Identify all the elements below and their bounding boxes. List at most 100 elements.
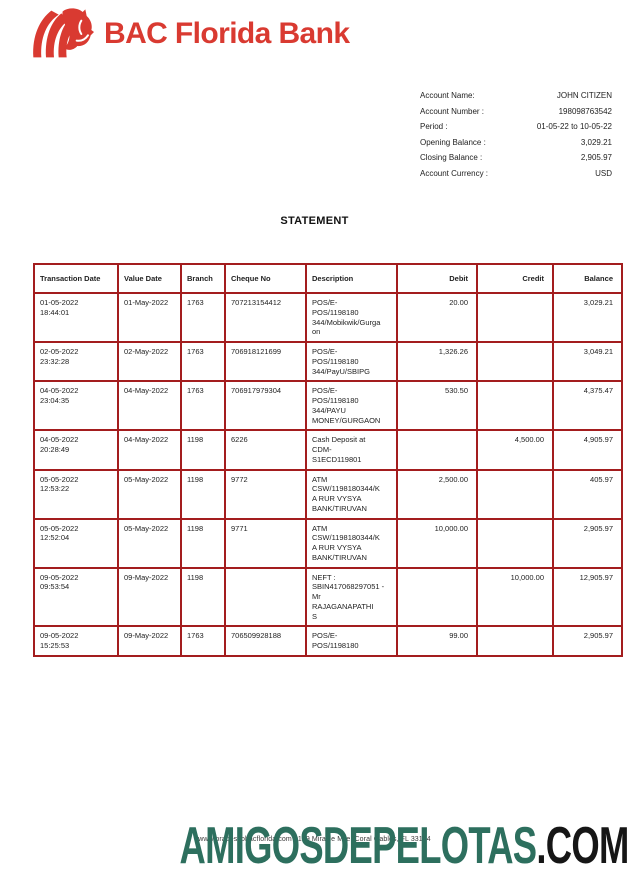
value-date-cell: 05-May-2022 — [117, 517, 182, 569]
credit-cell — [476, 517, 554, 569]
branch-cell: 1198 — [180, 517, 226, 569]
debit-cell: 99.00 — [396, 625, 478, 657]
watermark: AMIGOSDEPELOTAS.COM — [180, 820, 629, 872]
transaction-date-cell: 05-05-2022 12:52:04 — [33, 517, 119, 569]
value-date-cell: 01-May-2022 — [117, 292, 182, 343]
table-row: 05-05-2022 12:52:04 05-May-2022 1198 9771 AT… — [33, 517, 623, 569]
table-header: Transaction Date Value Date Branch Cheque N… — [33, 263, 623, 294]
transaction-date-cell: 01-05-2022 18:44:01 — [33, 292, 119, 343]
table-row: 09-05-2022 15:25:53 09-May-2022 1763 706509… — [33, 625, 623, 657]
account-info-label: Opening Balance : — [420, 137, 486, 147]
cheque-no-cell: 706509928188 — [224, 625, 307, 657]
debit-cell: 10,000.00 — [396, 517, 478, 569]
balance-cell: 405.97 — [552, 468, 623, 520]
credit-cell — [476, 292, 554, 343]
balance-cell: 4,905.97 — [552, 429, 623, 471]
description-cell: NEFT : SBIN417068297051 - Mr RAJAGANAPAT… — [305, 566, 398, 628]
description-cell: POS/E- POS/1198180 344/Mobikwik/Gurga on — [305, 292, 398, 343]
table-row: 02-05-2022 23:32:28 02-May-2022 1763 706918… — [33, 340, 623, 383]
watermark-suffix: .COM — [536, 817, 629, 875]
debit-cell: 530.50 — [396, 380, 478, 432]
column-header-credit: Credit — [476, 263, 554, 294]
description-cell: POS/E- POS/1198180 — [305, 625, 398, 657]
balance-cell: 3,049.21 — [552, 340, 623, 383]
column-header-balance: Balance — [552, 263, 623, 294]
description-cell: POS/E- POS/1198180 344/PAYU MONEY/GURGAO… — [305, 380, 398, 432]
transaction-date-cell: 09-05-2022 15:25:53 — [33, 625, 119, 657]
brand-name: BAC Florida Bank — [104, 17, 350, 50]
table-header-row: Transaction Date Value Date Branch Cheque N… — [33, 263, 623, 294]
debit-cell: 20.00 — [396, 292, 478, 343]
transaction-date-cell: 05-05-2022 12:53:22 — [33, 468, 119, 520]
table-row: 04-05-2022 20:28:49 04-May-2022 1198 6226 Ca… — [33, 429, 623, 471]
cheque-no-cell — [224, 566, 307, 628]
value-date-cell: 04-May-2022 — [117, 429, 182, 471]
credit-cell — [476, 468, 554, 520]
table-row: 01-05-2022 18:44:01 01-May-2022 1763 707213… — [33, 292, 623, 343]
balance-cell: 2,905.97 — [552, 625, 623, 657]
account-info-label: Account Name: — [420, 91, 475, 100]
table-row: 09-05-2022 09:53:54 09-May-2022 1198 NEFT :… — [33, 566, 623, 628]
value-date-cell: 02-May-2022 — [117, 340, 182, 383]
value-date-cell: 05-May-2022 — [117, 468, 182, 520]
account-info-row: Account Currency : USD — [420, 166, 612, 182]
transaction-date-cell: 02-05-2022 23:32:28 — [33, 340, 119, 383]
account-info-row: Opening Balance : 3,029.21 — [420, 135, 612, 151]
column-header-transaction-date: Transaction Date — [33, 263, 119, 294]
account-info-label: Period : — [420, 122, 448, 132]
watermark-text: AMIGOSDEPELOTAS — [179, 817, 538, 875]
account-info-row: Period : 01-05-22 to 10-05-22 — [420, 119, 612, 135]
account-info-label: Account Currency : — [420, 168, 489, 178]
cheque-no-cell: 706917979304 — [224, 380, 307, 432]
account-info-value: JOHN CITIZEN — [556, 91, 612, 100]
account-info-value: 2,905.97 — [580, 153, 612, 163]
value-date-cell: 04-May-2022 — [117, 380, 182, 432]
cheque-no-cell: 9771 — [224, 517, 307, 569]
credit-cell — [476, 340, 554, 383]
transaction-date-cell: 04-05-2022 20:28:49 — [33, 429, 119, 471]
account-info-block: Account Name: JOHN CITIZEN Account Number … — [420, 88, 612, 182]
statement-table-body: 01-05-2022 18:44:01 01-May-2022 1763 707213… — [33, 292, 623, 657]
account-info-label: Account Number : — [420, 106, 485, 116]
transaction-date-cell: 04-05-2022 23:04:35 — [33, 380, 119, 432]
credit-cell: 4,500.00 — [476, 429, 554, 471]
branch-cell: 1763 — [180, 380, 226, 432]
cheque-no-cell: 707213154412 — [224, 292, 307, 343]
transaction-date-cell: 09-05-2022 09:53:54 — [33, 566, 119, 628]
description-cell: POS/E- POS/1198180 344/PayU/SBIPG — [305, 340, 398, 383]
lion-icon — [33, 8, 94, 58]
debit-cell — [396, 429, 478, 471]
credit-cell — [476, 625, 554, 657]
account-info-label: Closing Balance : — [420, 153, 483, 163]
branch-cell: 1198 — [180, 468, 226, 520]
value-date-cell: 09-May-2022 — [117, 625, 182, 657]
branch-cell: 1763 — [180, 625, 226, 657]
table-row: 04-05-2022 23:04:35 04-May-2022 1763 706917… — [33, 380, 623, 432]
balance-cell: 3,029.21 — [552, 292, 623, 343]
description-cell: ATM CSW/1198180344/K A RUR VYSYA BANK/TI… — [305, 517, 398, 569]
column-header-debit: Debit — [396, 263, 478, 294]
table-row: 05-05-2022 12:53:22 05-May-2022 1198 9772 AT… — [33, 468, 623, 520]
balance-cell: 2,905.97 — [552, 517, 623, 569]
debit-cell: 1,326.26 — [396, 340, 478, 383]
account-info-row: Closing Balance : 2,905.97 — [420, 150, 612, 166]
column-header-value-date: Value Date — [117, 263, 182, 294]
value-date-cell: 09-May-2022 — [117, 566, 182, 628]
brand-header: BAC Florida Bank — [28, 8, 350, 60]
column-header-description: Description — [305, 263, 398, 294]
branch-cell: 1198 — [180, 429, 226, 471]
balance-cell: 12,905.97 — [552, 566, 623, 628]
account-info-value: 01-05-22 to 10-05-22 — [536, 122, 612, 132]
account-info-row: Account Number : 198098763542 — [420, 104, 612, 120]
branch-cell: 1763 — [180, 340, 226, 383]
debit-cell: 2,500.00 — [396, 468, 478, 520]
debit-cell — [396, 566, 478, 628]
description-cell: ATM CSW/1198180344/K A RUR VYSYA BANK/TI… — [305, 468, 398, 520]
cheque-no-cell: 6226 — [224, 429, 307, 471]
credit-cell — [476, 380, 554, 432]
account-info-value: USD — [595, 168, 612, 178]
branch-cell: 1198 — [180, 566, 226, 628]
column-header-cheque-no: Cheque No — [224, 263, 307, 294]
transactions-table: Transaction Date Value Date Branch Cheque N… — [33, 263, 623, 657]
